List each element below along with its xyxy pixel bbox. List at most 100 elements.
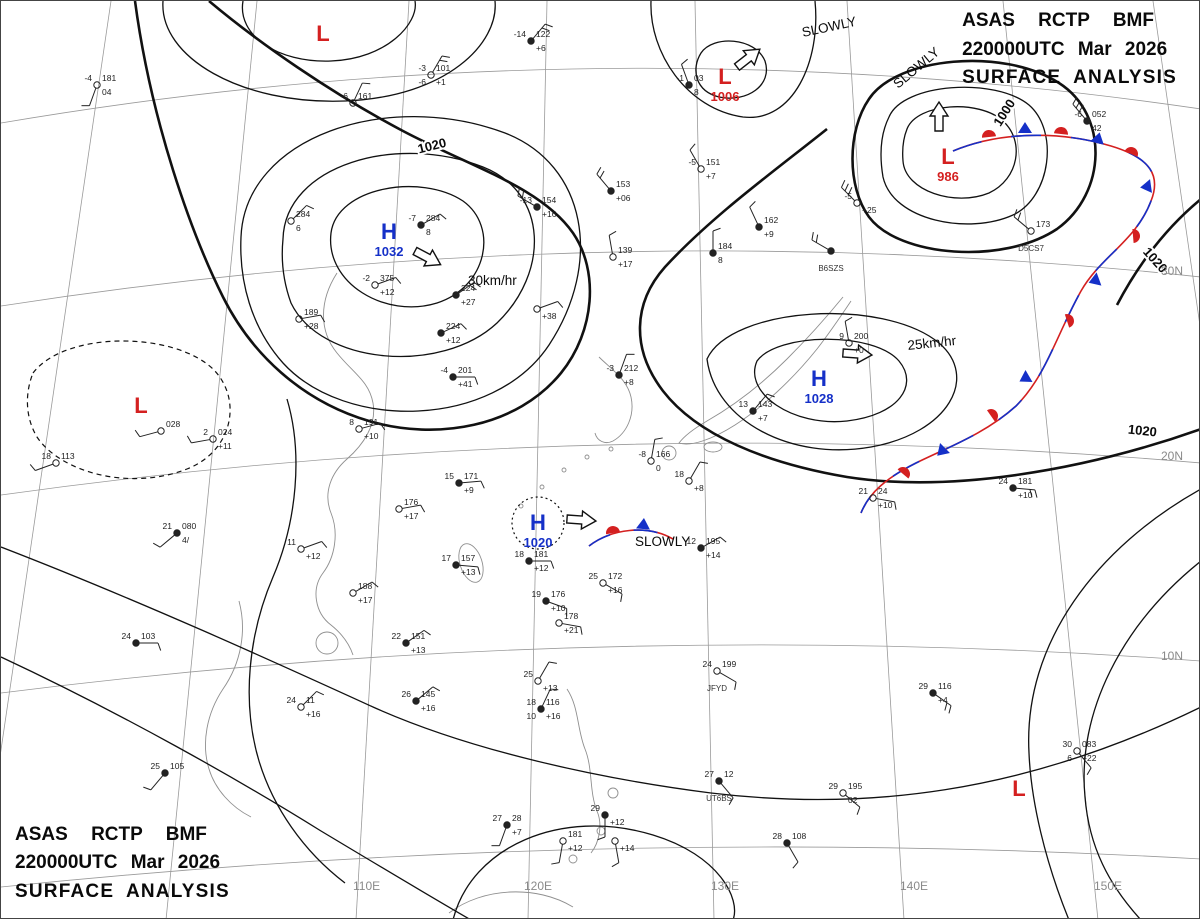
svg-text:24: 24 — [122, 631, 132, 641]
svg-text:105: 105 — [170, 761, 184, 771]
svg-text:-4: -4 — [440, 365, 448, 375]
wind-barb-icon — [303, 541, 322, 549]
svg-text:+16: +16 — [421, 703, 436, 713]
svg-text:15: 15 — [445, 471, 455, 481]
station-plot: 28 108 — [773, 831, 806, 869]
svg-text:+22: +22 — [1082, 753, 1097, 763]
station-circle-icon — [542, 597, 550, 605]
station-circle-icon — [349, 589, 357, 597]
station-circle-icon — [697, 544, 705, 552]
svg-text:-8: -8 — [638, 449, 646, 459]
station-plot: 188+17 — [349, 581, 379, 605]
movement-arrow-icon — [733, 48, 761, 72]
movement-arrow-icon — [412, 246, 442, 267]
movement-arrows — [412, 48, 950, 531]
station-plot: +14 — [611, 837, 635, 868]
station-plot: -6 052 42 — [1072, 96, 1106, 133]
station-circle-icon — [355, 425, 363, 433]
svg-text:+06: +06 — [616, 193, 631, 203]
svg-text:080: 080 — [182, 521, 196, 531]
svg-text:21: 21 — [163, 521, 173, 531]
station-plot: 26 145 +16 — [402, 686, 441, 713]
latitude-label: 10N — [1161, 649, 1183, 663]
svg-text:154: 154 — [542, 195, 556, 205]
movement-annotation: 25km/hr — [907, 333, 958, 353]
svg-text:+9: +9 — [764, 229, 774, 239]
station-plot: -8 166 0 — [638, 437, 670, 473]
wind-barb-icon — [302, 691, 317, 706]
station-circle-icon — [525, 557, 533, 565]
station-plot: +38 — [533, 301, 564, 321]
svg-text:-13: -13 — [520, 195, 533, 205]
svg-text:101: 101 — [436, 63, 450, 73]
svg-text:+12: +12 — [380, 287, 395, 297]
svg-text:172: 172 — [608, 571, 622, 581]
svg-text:+10: +10 — [364, 431, 379, 441]
svg-text:083: 083 — [1082, 739, 1096, 749]
svg-text:17: 17 — [442, 553, 452, 563]
wind-barb-icon — [844, 321, 849, 340]
station-plot: 11 +12 — [287, 537, 328, 561]
svg-text:-3: -3 — [418, 63, 426, 73]
station-circle-icon — [869, 494, 877, 502]
svg-text:181: 181 — [568, 829, 582, 839]
wind-barb-icon — [353, 82, 363, 101]
svg-text:+25: +25 — [862, 205, 877, 215]
latitude-label: 20N — [1161, 449, 1183, 463]
svg-text:+14: +14 — [706, 550, 721, 560]
wind-barb-icon — [720, 783, 734, 799]
station-plot: -4 201 +41 — [440, 365, 479, 389]
svg-text:-6: -6 — [340, 91, 348, 101]
station-circle-icon — [609, 253, 617, 261]
svg-text:03: 03 — [694, 73, 704, 83]
svg-text:+17: +17 — [358, 595, 373, 605]
station-circle-icon — [685, 477, 693, 485]
svg-text:12: 12 — [687, 536, 697, 546]
svg-text:224: 224 — [461, 283, 475, 293]
station-plot: 189+28 — [295, 307, 326, 331]
station-circle-icon — [437, 329, 445, 337]
svg-text:184: 184 — [718, 241, 732, 251]
movement-arrow-icon — [841, 343, 874, 365]
svg-text:181: 181 — [534, 549, 548, 559]
svg-text:8: 8 — [426, 227, 431, 237]
station-plot: 24 103 — [122, 631, 162, 651]
station-plot: 8 191 +10 — [349, 417, 386, 441]
svg-text:284: 284 — [296, 209, 310, 219]
station-circle-icon — [697, 165, 705, 173]
svg-text:B6SZS: B6SZS — [818, 264, 843, 273]
station-plot: -3 212 +8 — [606, 353, 638, 387]
station-circle-icon — [1009, 484, 1017, 492]
wind-barb-icon — [690, 461, 701, 479]
station-plot: -1 03 8 — [676, 58, 704, 97]
wind-barb-icon — [292, 205, 307, 220]
svg-text:+16: +16 — [542, 209, 557, 219]
svg-text:986: 986 — [937, 169, 959, 184]
svg-text:-6: -6 — [1074, 109, 1082, 119]
station-circle-icon — [161, 769, 169, 777]
svg-text:122: 122 — [536, 29, 550, 39]
station-plot: 9 200 +0 — [839, 316, 868, 355]
svg-text:+7: +7 — [512, 827, 522, 837]
station-circle-icon — [845, 339, 853, 347]
svg-text:21: 21 — [859, 486, 869, 496]
longitude-label: 120E — [524, 879, 552, 893]
station-circle-icon — [783, 839, 791, 847]
svg-text:19: 19 — [532, 589, 542, 599]
svg-text:+28: +28 — [304, 321, 319, 331]
svg-text:18: 18 — [527, 697, 537, 707]
svg-text:212: 212 — [624, 363, 638, 373]
station-circle-icon — [52, 459, 60, 467]
svg-text:171: 171 — [464, 471, 478, 481]
svg-text:+12: +12 — [568, 843, 583, 853]
svg-text:201: 201 — [458, 365, 472, 375]
chart-type: SURFACE ANALYSIS — [15, 880, 230, 902]
svg-text:0: 0 — [656, 463, 661, 473]
svg-text:1006: 1006 — [711, 89, 740, 104]
pressure-center-l: L — [1012, 776, 1025, 801]
svg-text:028: 028 — [166, 419, 180, 429]
